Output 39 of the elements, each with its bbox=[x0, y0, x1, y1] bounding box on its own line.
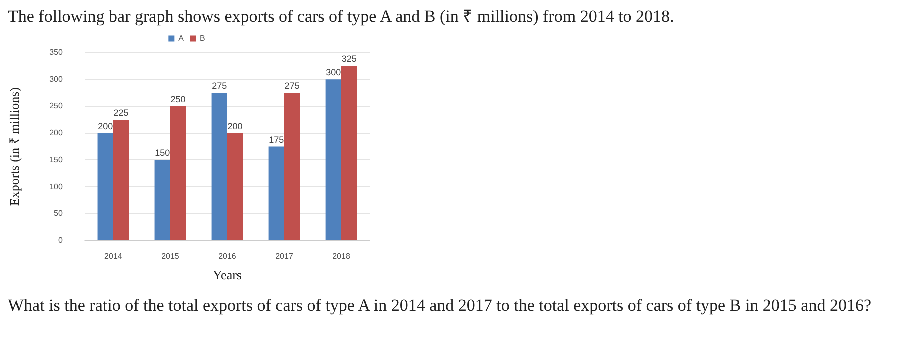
data-label: 325 bbox=[342, 54, 357, 64]
bar bbox=[170, 106, 186, 240]
data-label: 150 bbox=[155, 148, 170, 158]
legend-label: A bbox=[178, 34, 185, 44]
y-tick-label: 350 bbox=[50, 48, 64, 58]
legend-label: B bbox=[200, 34, 206, 44]
bar bbox=[268, 146, 284, 240]
data-label: 200 bbox=[98, 121, 114, 132]
x-tick-label: 2014 bbox=[104, 252, 123, 261]
x-axis-title: Years bbox=[212, 268, 242, 283]
chart-title: The following bar graph shows exports of cars of type A and B (in ₹ millions) from 2014 to 2018. bbox=[8, 6, 674, 27]
x-tick-label: 2017 bbox=[276, 252, 294, 261]
y-tick-label: 100 bbox=[50, 182, 64, 192]
y-tick-label: 200 bbox=[50, 128, 64, 138]
y-tick-label: 250 bbox=[50, 102, 64, 111]
text: What is the ratio of the total exports of cars of type A in 2014 and 2017 to the total exports of cars of type B in 2015 and 2016? bbox=[8, 295, 873, 317]
x-tick-label: 2015 bbox=[162, 252, 180, 261]
data-label: 200 bbox=[228, 121, 243, 132]
x-tick-label: 2016 bbox=[218, 252, 237, 261]
data-label: 175 bbox=[269, 134, 284, 145]
data-label: 275 bbox=[284, 81, 300, 92]
data-label: 250 bbox=[170, 94, 186, 104]
x-tick-label: 2018 bbox=[332, 252, 351, 261]
data-label: 300 bbox=[326, 68, 342, 78]
bar bbox=[98, 133, 114, 240]
y-tick-label: 50 bbox=[54, 209, 64, 218]
data-label: 225 bbox=[114, 108, 129, 118]
data-label: 275 bbox=[212, 81, 228, 92]
bar bbox=[113, 120, 130, 240]
bar bbox=[227, 133, 244, 240]
y-tick-label: 150 bbox=[50, 155, 64, 164]
bar bbox=[341, 66, 358, 240]
y-tick-label: 300 bbox=[50, 74, 64, 84]
bar bbox=[212, 93, 228, 240]
y-tick-label: 0 bbox=[58, 236, 64, 246]
bar bbox=[154, 160, 170, 240]
bar bbox=[326, 80, 342, 240]
bar bbox=[284, 93, 300, 240]
y-axis-title: Exports (in ₹ millions) bbox=[7, 88, 22, 206]
